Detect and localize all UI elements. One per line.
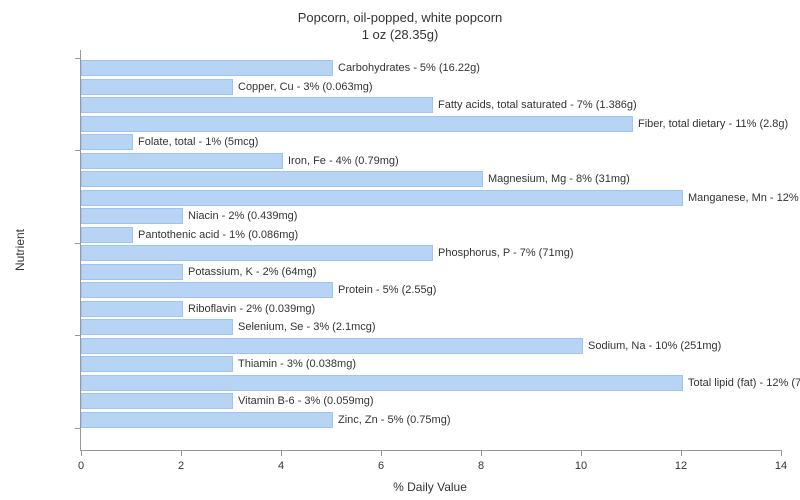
x-tick [281,450,282,456]
x-tick-label: 14 [775,460,787,472]
x-tick-label: 10 [575,460,587,472]
nutrient-bar-label: Protein - 5% (2.55g) [338,284,436,296]
nutrient-bar [81,171,483,187]
bar-row: Carbohydrates - 5% (16.22g) [81,60,480,76]
x-tick [681,450,682,456]
bar-row: Total lipid (fat) - 12% (7.97g) [81,375,800,391]
nutrient-bar-label: Phosphorus, P - 7% (71mg) [438,247,574,259]
nutrient-bar-label: Niacin - 2% (0.439mg) [188,210,297,222]
nutrient-bar-label: Selenium, Se - 3% (2.1mcg) [238,321,376,333]
nutrient-bar-label: Zinc, Zn - 5% (0.75mg) [338,414,450,426]
nutrient-bar [81,319,233,335]
nutrient-bar [81,338,583,354]
nutrient-bar [81,190,683,206]
nutrient-bar-label: Copper, Cu - 3% (0.063mg) [238,81,373,93]
x-tick [381,450,382,456]
nutrient-bar-label: Total lipid (fat) - 12% (7.97g) [688,377,800,389]
nutrient-bar-label: Fatty acids, total saturated - 7% (1.386… [438,99,637,111]
nutrient-bar-label: Thiamin - 3% (0.038mg) [238,358,356,370]
x-tick-label: 12 [675,460,687,472]
nutrient-bar [81,60,333,76]
nutrient-bar [81,97,433,113]
x-tick [781,450,782,456]
bar-row: Magnesium, Mg - 8% (31mg) [81,171,630,187]
nutrient-bar [81,79,233,95]
nutrient-bar-label: Folate, total - 1% (5mcg) [138,136,258,148]
bar-row: Protein - 5% (2.55g) [81,282,436,298]
x-axis-label: % Daily Value [393,480,467,494]
nutrient-bar-label: Manganese, Mn - 12% (0.249mg) [688,192,800,204]
bar-row: Potassium, K - 2% (64mg) [81,264,316,280]
x-tick-label: 4 [278,460,284,472]
x-tick-label: 8 [478,460,484,472]
y-tick [75,58,81,59]
nutrient-bar [81,116,633,132]
nutrient-bar [81,375,683,391]
nutrient-bar-label: Potassium, K - 2% (64mg) [188,266,316,278]
nutrient-bar [81,412,333,428]
title-line2: 1 oz (28.35g) [362,27,439,42]
y-tick [75,428,81,429]
bar-row: Pantothenic acid - 1% (0.086mg) [81,227,298,243]
x-tick [81,450,82,456]
nutrient-bar [81,393,233,409]
bar-row: Riboflavin - 2% (0.039mg) [81,301,315,317]
nutrient-bar-label: Riboflavin - 2% (0.039mg) [188,303,315,315]
nutrient-bar [81,356,233,372]
nutrient-bar [81,245,433,261]
nutrient-bar-label: Vitamin B-6 - 3% (0.059mg) [238,395,374,407]
bar-row: Thiamin - 3% (0.038mg) [81,356,356,372]
plot-area: Carbohydrates - 5% (16.22g) Copper, Cu - … [80,50,781,451]
nutrient-bar [81,208,183,224]
y-tick [75,243,81,244]
bar-row: Sodium, Na - 10% (251mg) [81,338,721,354]
bar-row: Manganese, Mn - 12% (0.249mg) [81,190,800,206]
nutrient-bar-label: Magnesium, Mg - 8% (31mg) [488,173,630,185]
bar-row: Selenium, Se - 3% (2.1mcg) [81,319,376,335]
bar-row: Copper, Cu - 3% (0.063mg) [81,79,373,95]
y-tick [75,335,81,336]
bar-row: Vitamin B-6 - 3% (0.059mg) [81,393,374,409]
nutrient-bar-label: Fiber, total dietary - 11% (2.8g) [638,118,788,130]
chart-title: Popcorn, oil-popped, white popcorn 1 oz … [0,0,800,44]
x-tick-label: 0 [78,460,84,472]
y-tick [75,150,81,151]
nutrient-bar-label: Carbohydrates - 5% (16.22g) [338,62,480,74]
bar-row: Niacin - 2% (0.439mg) [81,208,297,224]
x-tick-label: 6 [378,460,384,472]
bar-row: Folate, total - 1% (5mcg) [81,134,258,150]
bar-row: Phosphorus, P - 7% (71mg) [81,245,574,261]
x-tick [481,450,482,456]
nutrient-bar [81,282,333,298]
nutrient-bar [81,301,183,317]
bar-row: Zinc, Zn - 5% (0.75mg) [81,412,450,428]
x-tick [181,450,182,456]
bar-row: Fiber, total dietary - 11% (2.8g) [81,116,788,132]
title-line1: Popcorn, oil-popped, white popcorn [298,10,503,25]
nutrition-chart: Popcorn, oil-popped, white popcorn 1 oz … [0,0,800,500]
nutrient-bar-label: Iron, Fe - 4% (0.79mg) [288,155,399,167]
nutrient-bar [81,153,283,169]
x-tick [581,450,582,456]
bar-row: Iron, Fe - 4% (0.79mg) [81,153,399,169]
nutrient-bar-label: Sodium, Na - 10% (251mg) [588,340,721,352]
nutrient-bar [81,134,133,150]
x-tick-label: 2 [178,460,184,472]
nutrient-bar [81,264,183,280]
nutrient-bar-label: Pantothenic acid - 1% (0.086mg) [138,229,298,241]
bar-row: Fatty acids, total saturated - 7% (1.386… [81,97,637,113]
y-axis-label: Nutrient [13,229,27,271]
nutrient-bar [81,227,133,243]
